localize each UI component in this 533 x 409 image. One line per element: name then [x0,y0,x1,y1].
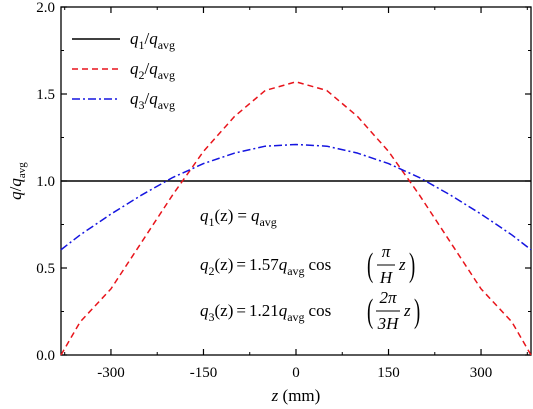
equation-2-main: q2(z) = 1.57qavg cos [200,255,331,278]
legend-label-2: q2/qavg [130,59,175,82]
y-tick-label: 0.0 [36,348,55,364]
eq3-denominator: 3H [377,314,401,333]
eq3-variable: z [403,301,411,320]
equation-3-main: q3(z) = 1.21qavg cos [200,301,331,324]
x-tick-label: 300 [470,365,493,381]
equation-1: q1(z) = qavg [200,206,277,229]
eq2-denominator: H [379,268,394,287]
eq3-right-paren: ) [414,292,420,329]
y-tick-label: 2.0 [36,0,55,16]
x-axis-title: z (mm) [271,386,321,405]
y-tick-label: 0.5 [36,261,55,277]
series-line-3 [60,143,532,251]
x-tick-label: -300 [97,365,125,381]
eq2-left-paren: ( [367,246,373,283]
x-tick-label: 150 [377,365,400,381]
eq2-numerator: π [382,242,391,261]
equations: q1(z) = qavg q2(z) = 1.57qavg cos ( π H z ) q… [200,206,420,333]
eq3-numerator: 2π [379,288,397,307]
y-tick-label: 1.5 [36,87,55,103]
legend-label-1: q1/qavg [130,29,175,52]
y-tick-label: 1.0 [36,174,55,190]
x-tick-label: 0 [292,365,300,381]
series-lines [60,81,532,356]
legend-label-3: q3/qavg [130,89,175,112]
x-tick-label: -150 [190,365,218,381]
legend: q1/qavg q2/qavg q3/qavg [72,29,175,112]
eq2-variable: z [398,255,406,274]
eq3-left-paren: ( [367,292,373,329]
series-line-2 [60,81,532,356]
y-axis-title: q/qavg [6,162,28,200]
tick-labels: -300 -150 0 150 300 0.0 0.5 1.0 1.5 2.0 [36,0,492,381]
eq2-right-paren: ) [409,246,415,283]
